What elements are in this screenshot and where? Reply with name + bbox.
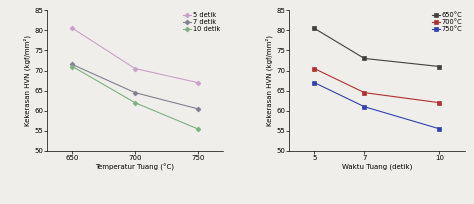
- X-axis label: Waktu Tuang (detik): Waktu Tuang (detik): [342, 164, 412, 170]
- 7 detik: [132, 91, 138, 94]
- Line: 650°C: 650°C: [312, 27, 441, 68]
- 700°C: [362, 91, 367, 94]
- Line: 700°C: 700°C: [312, 67, 441, 104]
- X-axis label: Temperatur Tuang (°C): Temperatur Tuang (°C): [96, 164, 174, 171]
- 7 detik: [195, 108, 201, 110]
- Line: 7 detik: 7 detik: [71, 63, 200, 111]
- 7 detik: [70, 63, 75, 66]
- 750°C: [362, 105, 367, 108]
- 650°C: [362, 57, 367, 60]
- 10 detik: [195, 128, 201, 130]
- 650°C: [437, 65, 442, 68]
- Line: 10 detik: 10 detik: [71, 65, 200, 131]
- 5 detik: [70, 27, 75, 30]
- 5 detik: [132, 67, 138, 70]
- 5 detik: [195, 81, 201, 84]
- 750°C: [311, 81, 317, 84]
- 650°C: [311, 27, 317, 30]
- 10 detik: [132, 101, 138, 104]
- 700°C: [437, 101, 442, 104]
- Line: 750°C: 750°C: [312, 81, 441, 131]
- 700°C: [311, 67, 317, 70]
- Y-axis label: Kekerasan HVN (kgf/mm²): Kekerasan HVN (kgf/mm²): [24, 35, 31, 126]
- 10 detik: [70, 65, 75, 68]
- 750°C: [437, 128, 442, 130]
- Y-axis label: Kekerasan HVN (kgf/mm²): Kekerasan HVN (kgf/mm²): [266, 35, 273, 126]
- Line: 5 detik: 5 detik: [71, 27, 200, 84]
- Legend: 650°C, 700°C, 750°C: 650°C, 700°C, 750°C: [431, 12, 463, 33]
- Legend: 5 detik, 7 detik, 10 detik: 5 detik, 7 detik, 10 detik: [183, 12, 221, 33]
